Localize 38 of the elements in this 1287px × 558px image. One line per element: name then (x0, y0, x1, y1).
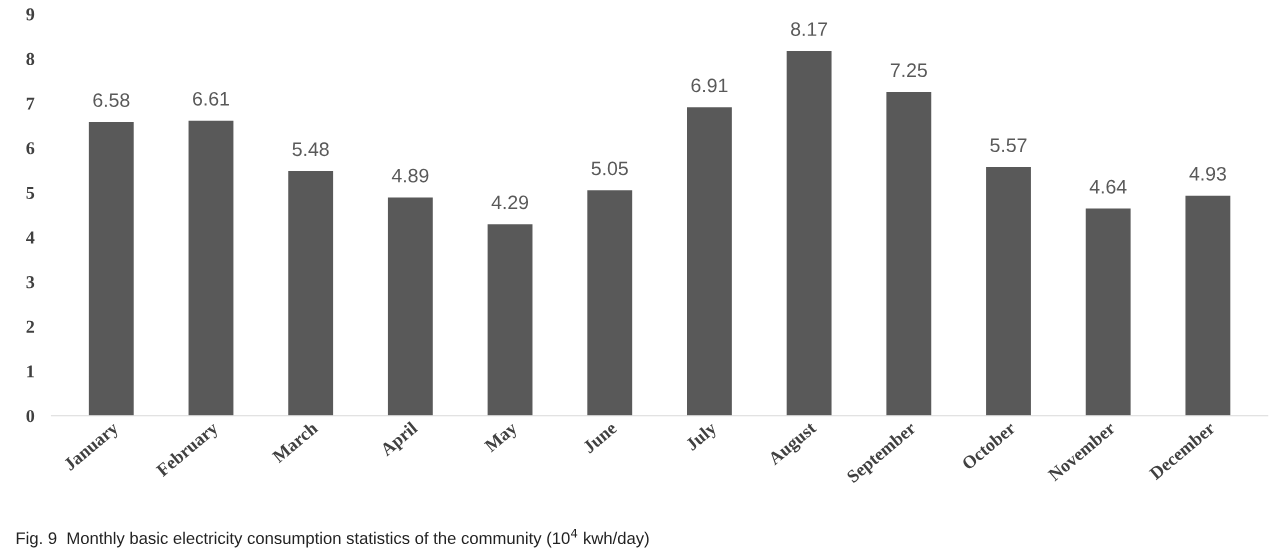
x-tick-label: June (582, 421, 618, 454)
data-label: 4.89 (391, 168, 429, 183)
data-label: 4.93 (1189, 166, 1226, 181)
y-tick-label: 9 (26, 8, 35, 21)
y-tick-label: 6 (26, 142, 35, 155)
bar (587, 190, 633, 416)
data-label: 4.29 (491, 195, 529, 210)
data-label: 6.61 (193, 91, 229, 106)
data-label: 5.57 (990, 138, 1027, 153)
y-tick-label: 1 (27, 365, 34, 378)
y-tick-label: 0 (26, 409, 35, 423)
data-label: 7.25 (890, 63, 927, 78)
data-label: 6.91 (691, 78, 728, 93)
bar (786, 51, 832, 416)
data-label: 6.58 (93, 93, 130, 108)
x-tick-label: May (483, 421, 521, 456)
bar (487, 224, 533, 416)
y-tick-label: 5 (26, 186, 35, 199)
bar (288, 171, 334, 416)
y-tick-label: 8 (26, 52, 35, 66)
y-tick-label: 7 (26, 97, 35, 110)
bar (387, 197, 433, 416)
data-label: 4.64 (1089, 179, 1127, 194)
data-label: 5.05 (591, 161, 628, 176)
y-tick-label: 4 (26, 231, 35, 244)
bar (188, 120, 234, 416)
data-label: 8.17 (791, 22, 828, 37)
y-tick-label: 3 (26, 276, 35, 289)
bar (986, 167, 1031, 416)
bar (886, 92, 932, 416)
bar (1185, 195, 1231, 416)
caption: Fig. 9 Monthly basic electricity consumption statistics of the community (10$^{4}$ kwh/day) (16, 529, 649, 548)
bar (1085, 208, 1131, 416)
bar (687, 107, 732, 416)
bar (88, 121, 134, 416)
data-label: 5.48 (292, 142, 329, 157)
x-tick-label: July (684, 420, 720, 454)
y-tick-label: 2 (26, 320, 35, 333)
